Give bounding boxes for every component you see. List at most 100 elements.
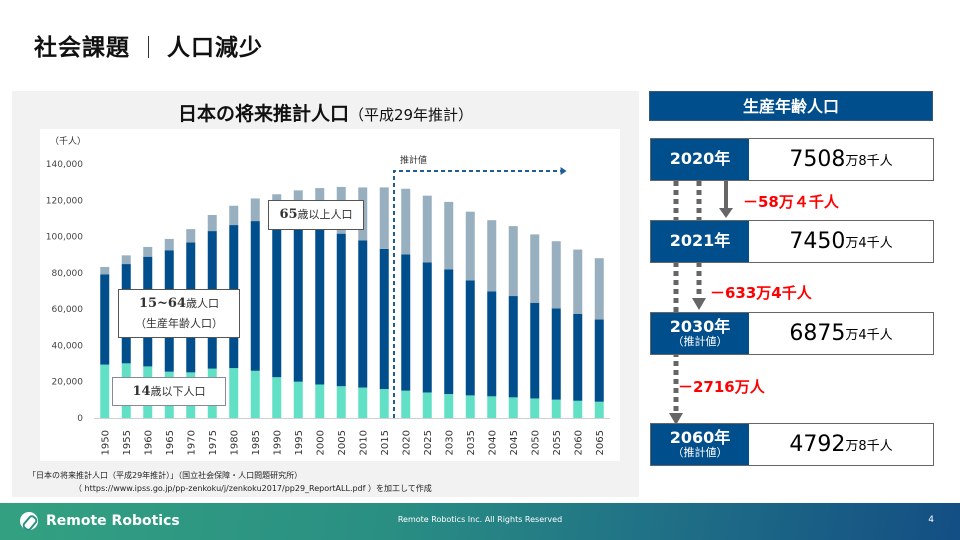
bar-65plus — [422, 195, 432, 263]
pop-year: 2021年 — [669, 231, 731, 251]
source-line-1: 「日本の将来推計人口（平成29年推計）」（国立社会保障・人口問題研究所） — [28, 471, 303, 480]
bar-65plus — [100, 266, 110, 275]
bar-65plus — [594, 258, 604, 320]
chart-title-main: 日本の将来推計人口 — [177, 103, 349, 125]
x-tick-label: 1970 — [186, 430, 197, 455]
label-14-num: 14 — [132, 384, 151, 399]
y-tick-label: 80,000 — [52, 269, 84, 279]
bar-under14 — [229, 368, 239, 418]
projection-arrowhead — [560, 167, 567, 175]
bar-under14 — [465, 395, 475, 418]
bar-15to64 — [422, 262, 432, 393]
x-tick-label: 2040 — [487, 430, 498, 455]
bar-65plus — [121, 255, 131, 265]
y-tick-label: 120,000 — [46, 196, 83, 206]
title-right: 人口減少 — [167, 35, 263, 61]
x-tick-label: 1950 — [100, 430, 111, 455]
projection-label: 推計値 — [400, 154, 427, 166]
bar-65plus — [143, 246, 153, 257]
pop-row-2021: 2021年 7450 万 4千人 — [650, 220, 934, 263]
x-tick-label: 2015 — [380, 430, 391, 455]
diff-2030-2060: －2716万人 — [678, 378, 765, 396]
pop-value-main: 7450 — [789, 229, 846, 254]
bar-under14 — [551, 399, 561, 418]
pop-row-2030: 2030年 （推計値） 6875 万 4千人 — [650, 312, 934, 355]
bar-15to64 — [444, 269, 454, 395]
chart-title-sub: （平成29年推計） — [348, 106, 474, 124]
y-tick-label: 140,000 — [46, 160, 83, 170]
bar-15to64 — [315, 228, 325, 385]
y-tick-label: 60,000 — [52, 305, 84, 315]
arrow-head-2021 — [719, 208, 733, 218]
label-65-text: 歳以上人口 — [297, 208, 353, 221]
bar-under14 — [508, 397, 518, 418]
pop-year: 2030年 — [669, 317, 731, 337]
x-tick-label: 1985 — [251, 430, 262, 455]
x-tick-label: 2030 — [444, 430, 455, 455]
label-15-64: 15~64歳人口 （生産年齢人口） — [118, 289, 240, 338]
x-tick-label: 1955 — [122, 430, 133, 455]
page-number: 4 — [928, 515, 934, 525]
y-tick-label: 20,000 — [52, 378, 84, 388]
bar-under14 — [100, 364, 110, 418]
label-65-plus: 65歳以上人口 — [268, 200, 364, 230]
bar-under14 — [487, 396, 497, 418]
bar-under14 — [379, 389, 389, 418]
bar-65plus — [444, 201, 454, 270]
y-tick-label: 40,000 — [52, 341, 84, 351]
title-divider — [148, 36, 149, 58]
bar-15to64 — [465, 280, 475, 396]
pop-value-main: 4792 — [789, 432, 846, 457]
diff-2020-2021: －58万４千人 — [743, 193, 839, 211]
x-tick-label: 1980 — [229, 430, 240, 455]
bar-15to64 — [573, 313, 583, 401]
bar-65plus — [551, 241, 561, 309]
y-axis-label: （千人） — [50, 136, 86, 147]
pop-row-2020: 2020年 7508 万 8千人 — [650, 138, 934, 181]
brand-logo: Remote Robotics — [20, 512, 180, 530]
pop-value-sub: 4千人 — [858, 236, 893, 251]
bar-65plus — [164, 238, 174, 251]
bar-65plus — [229, 205, 239, 226]
footer: Remote Robotics Remote Robotics Inc. All… — [0, 503, 960, 540]
label-14-text: 歳以下人口 — [150, 385, 206, 398]
pop-year: 2060年 — [669, 428, 731, 448]
bar-15to64 — [508, 296, 518, 398]
x-tick-label: 1960 — [143, 430, 154, 455]
x-tick-label: 2010 — [358, 430, 369, 455]
x-tick-label: 2005 — [337, 430, 348, 455]
bar-15to64 — [379, 248, 389, 390]
bar-under14 — [594, 401, 604, 418]
y-tick-label: 0 — [77, 414, 83, 424]
bar-65plus — [207, 214, 217, 232]
bar-15to64 — [293, 223, 303, 382]
source-note: 「日本の将来推計人口（平成29年推計）」（国立社会保障・人口問題研究所） （ h… — [28, 469, 432, 495]
x-tick-label: 1975 — [208, 430, 219, 455]
pop-value-sub: 4千人 — [858, 328, 893, 343]
copyright: Remote Robotics Inc. All Rights Reserved — [397, 515, 563, 524]
x-tick-label: 2045 — [509, 430, 520, 455]
chart-title: 日本の将来推計人口（平成29年推計） — [12, 99, 639, 126]
bar-15to64 — [100, 274, 110, 365]
bar-under14 — [336, 386, 346, 418]
source-line-2: （ https://www.ipss.go.jp/pp-zenkoku/j/ze… — [74, 484, 432, 493]
bar-under14 — [358, 387, 368, 418]
bar-15to64 — [336, 233, 346, 387]
y-tick-label: 100,000 — [46, 233, 83, 243]
pop-estimate-note: （推計値） — [672, 335, 728, 349]
x-tick-label: 2065 — [595, 430, 606, 455]
pop-value-main: 7508 — [789, 147, 846, 172]
label-1564-num: 15~64 — [138, 296, 187, 311]
x-tick-label: 2060 — [573, 430, 584, 455]
bar-15to64 — [358, 240, 368, 388]
x-tick-label: 2055 — [552, 430, 563, 455]
bar-under14 — [444, 394, 454, 418]
bar-65plus — [465, 211, 475, 281]
working-age-header: 生産年齢人口 — [649, 91, 933, 121]
bar-65plus — [401, 188, 411, 255]
bar-65plus — [487, 220, 497, 292]
bar-65plus — [379, 187, 389, 249]
bar-65plus — [250, 198, 260, 222]
x-tick-label: 2000 — [315, 430, 326, 455]
